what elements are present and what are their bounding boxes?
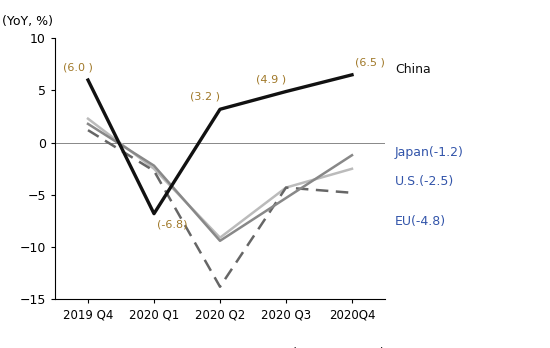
Text: (YoY, %): (YoY, %): [2, 15, 53, 28]
Text: (6.5 ): (6.5 ): [355, 57, 385, 68]
Text: China: China: [395, 63, 431, 76]
Text: (-6.8): (-6.8): [157, 219, 188, 229]
Text: (6.0 ): (6.0 ): [63, 63, 93, 73]
Text: U.S.(-2.5): U.S.(-2.5): [395, 175, 454, 188]
Text: EU(-4.8): EU(-4.8): [395, 215, 446, 228]
Text: (3.2 ): (3.2 ): [190, 92, 221, 102]
Text: (4.9 ): (4.9 ): [256, 74, 287, 84]
Text: Japan(-1.2): Japan(-1.2): [395, 146, 464, 159]
Text: (Year, Quarter): (Year, Quarter): [292, 346, 385, 348]
